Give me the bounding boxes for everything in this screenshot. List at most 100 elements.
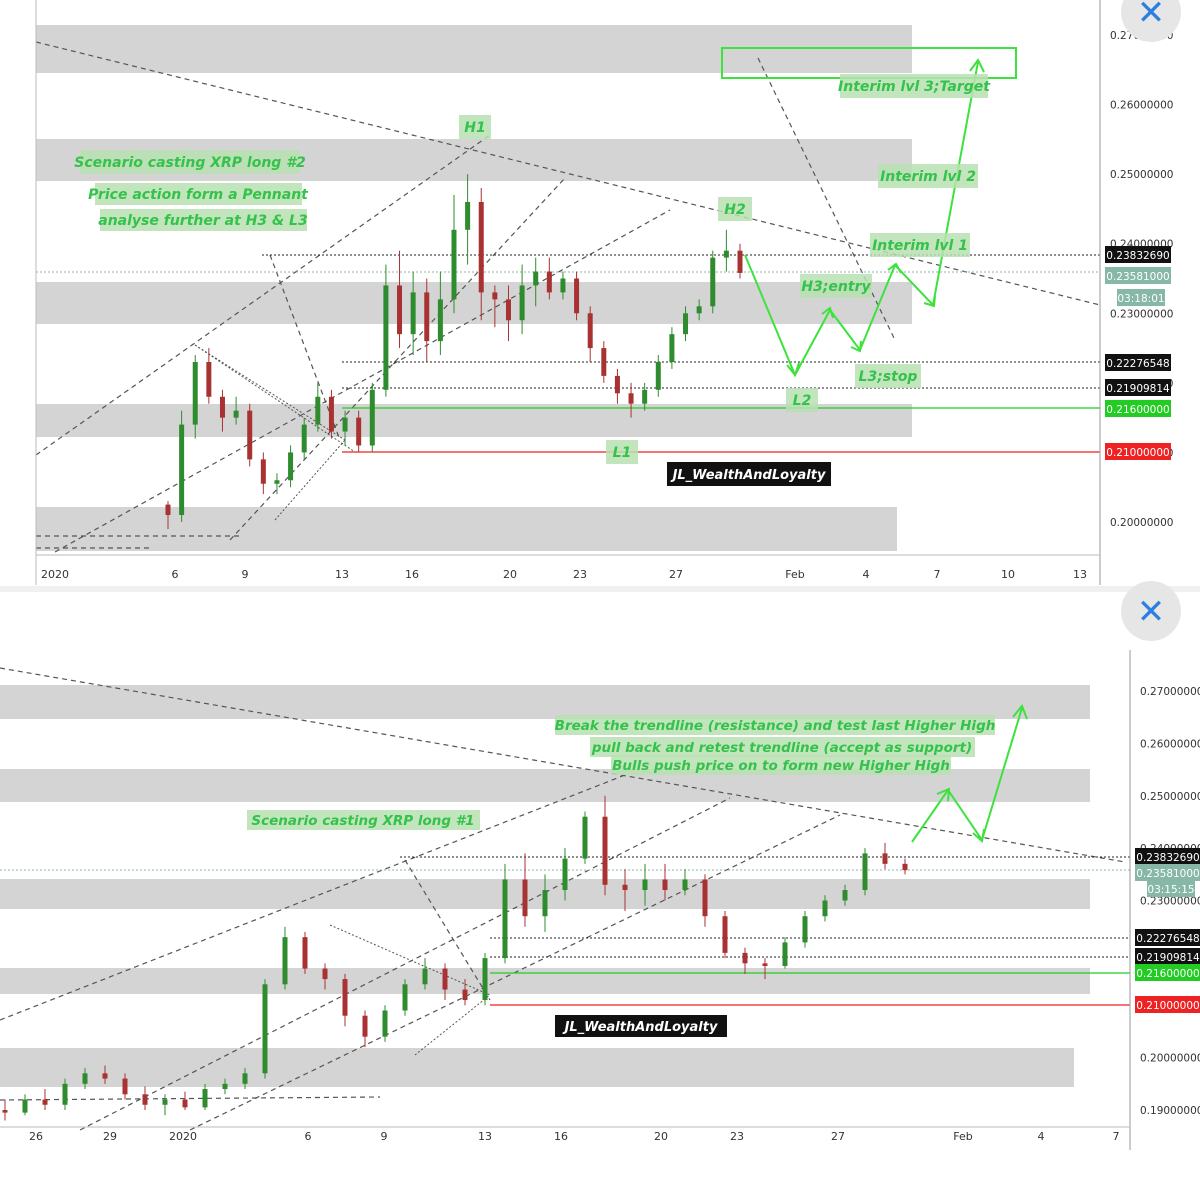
candle-body bbox=[560, 278, 566, 293]
candle-body bbox=[165, 504, 171, 516]
projection-arrows bbox=[911, 704, 1028, 843]
candle bbox=[42, 1089, 48, 1110]
h3-entry-label: H3;entry bbox=[801, 279, 871, 295]
time-tick-label: 6 bbox=[172, 568, 179, 581]
price-tag-label: 0.21909814 bbox=[1136, 952, 1200, 964]
candle-body bbox=[822, 900, 828, 917]
candle-body bbox=[342, 979, 348, 1016]
candle-body bbox=[723, 250, 729, 258]
price-tag: 03:15:15 bbox=[1147, 880, 1195, 897]
candle bbox=[397, 250, 403, 349]
candle bbox=[342, 410, 348, 446]
price-tag-bg bbox=[1105, 267, 1171, 284]
candle-body bbox=[628, 393, 634, 404]
candle bbox=[282, 926, 288, 990]
l1-label: L1 bbox=[613, 445, 632, 461]
candle-body bbox=[742, 952, 748, 964]
zone bbox=[0, 968, 1090, 994]
projection-arrows bbox=[744, 58, 985, 378]
price-tag: 0.22276548 bbox=[1135, 929, 1200, 946]
candle bbox=[662, 863, 668, 901]
candle-body bbox=[402, 984, 408, 1011]
candle bbox=[614, 368, 620, 404]
descending-trendline bbox=[0, 667, 1126, 863]
candle-body bbox=[602, 816, 608, 885]
candle bbox=[762, 958, 768, 980]
candle-body bbox=[142, 1094, 148, 1105]
price-tag-label: 0.23832690 bbox=[1106, 250, 1169, 262]
pennant bbox=[194, 344, 356, 521]
candle bbox=[369, 382, 375, 453]
h1-label: H1 bbox=[464, 120, 485, 136]
candle-body bbox=[502, 879, 508, 959]
candle-body bbox=[62, 1083, 68, 1105]
candle bbox=[842, 884, 848, 906]
candle-body bbox=[737, 250, 743, 273]
candle-body bbox=[655, 361, 661, 390]
candle-body bbox=[362, 1015, 368, 1037]
candle-body bbox=[562, 858, 568, 891]
candle bbox=[546, 257, 552, 300]
candle bbox=[502, 863, 508, 964]
price-tag: 03:18:01 bbox=[1117, 289, 1165, 306]
candle-body bbox=[442, 968, 448, 990]
candle-body bbox=[42, 1099, 48, 1105]
candle bbox=[233, 396, 239, 425]
candle-body bbox=[202, 1089, 208, 1108]
candle bbox=[628, 382, 634, 418]
candle bbox=[179, 410, 185, 522]
close-button[interactable]: ✕ bbox=[1121, 0, 1181, 42]
time-tick-label: 26 bbox=[29, 1130, 43, 1143]
time-tick-label: 10 bbox=[1001, 568, 1015, 581]
price-tag-label: 0.21000000 bbox=[1136, 1000, 1199, 1012]
price-tag-bg bbox=[1135, 848, 1200, 865]
candle bbox=[315, 382, 321, 432]
candle bbox=[519, 264, 525, 335]
channel-lower bbox=[79, 797, 731, 1131]
candle bbox=[802, 910, 808, 948]
candle bbox=[206, 348, 212, 404]
h2-label: H2 bbox=[724, 202, 745, 218]
price-tick-label: 0.25000000 bbox=[1110, 169, 1173, 181]
candle bbox=[462, 979, 468, 1006]
close-button[interactable]: ✕ bbox=[1121, 581, 1181, 641]
time-axis: 26 29 2020 6 9 13 16 20 23 27 Feb 4 7 bbox=[29, 1130, 1120, 1143]
candle bbox=[182, 1091, 188, 1110]
price-tick-label: 0.19000000 bbox=[1140, 1105, 1200, 1117]
candle bbox=[219, 389, 225, 432]
price-tag-label: 0.21600000 bbox=[1136, 968, 1199, 980]
candle-body bbox=[383, 285, 389, 390]
candle bbox=[710, 250, 716, 314]
time-tick-label: 13 bbox=[1073, 568, 1087, 581]
candle-body bbox=[902, 863, 908, 871]
time-tick-label: 4 bbox=[863, 568, 870, 581]
price-tag: 0.21909814 bbox=[1105, 379, 1171, 396]
price-tag: 0.23832690 bbox=[1135, 848, 1200, 865]
pennant bbox=[329, 924, 491, 1056]
time-tick-label: 27 bbox=[669, 568, 683, 581]
candle bbox=[682, 869, 688, 896]
candle-body bbox=[842, 890, 848, 901]
candle-body bbox=[802, 916, 808, 943]
price-tag-bg bbox=[1135, 948, 1200, 965]
candle bbox=[102, 1065, 108, 1084]
candle bbox=[882, 842, 888, 870]
candle-body bbox=[522, 879, 528, 917]
candle-body bbox=[192, 361, 198, 425]
trendlines bbox=[35, 41, 1101, 553]
candle bbox=[328, 389, 334, 439]
candle bbox=[465, 174, 471, 265]
candle bbox=[782, 937, 788, 969]
price-tag: 0.21600000 bbox=[1135, 964, 1200, 981]
candle bbox=[383, 264, 389, 397]
arrowhead bbox=[972, 828, 985, 843]
arrowhead bbox=[969, 58, 985, 73]
candle-body bbox=[710, 257, 716, 307]
price-tag-label: 0.23581000 bbox=[1106, 271, 1169, 283]
arrowhead bbox=[1012, 704, 1028, 720]
candle bbox=[669, 327, 675, 369]
candle bbox=[122, 1073, 128, 1100]
candle bbox=[22, 1094, 28, 1116]
zone bbox=[0, 1048, 1074, 1087]
